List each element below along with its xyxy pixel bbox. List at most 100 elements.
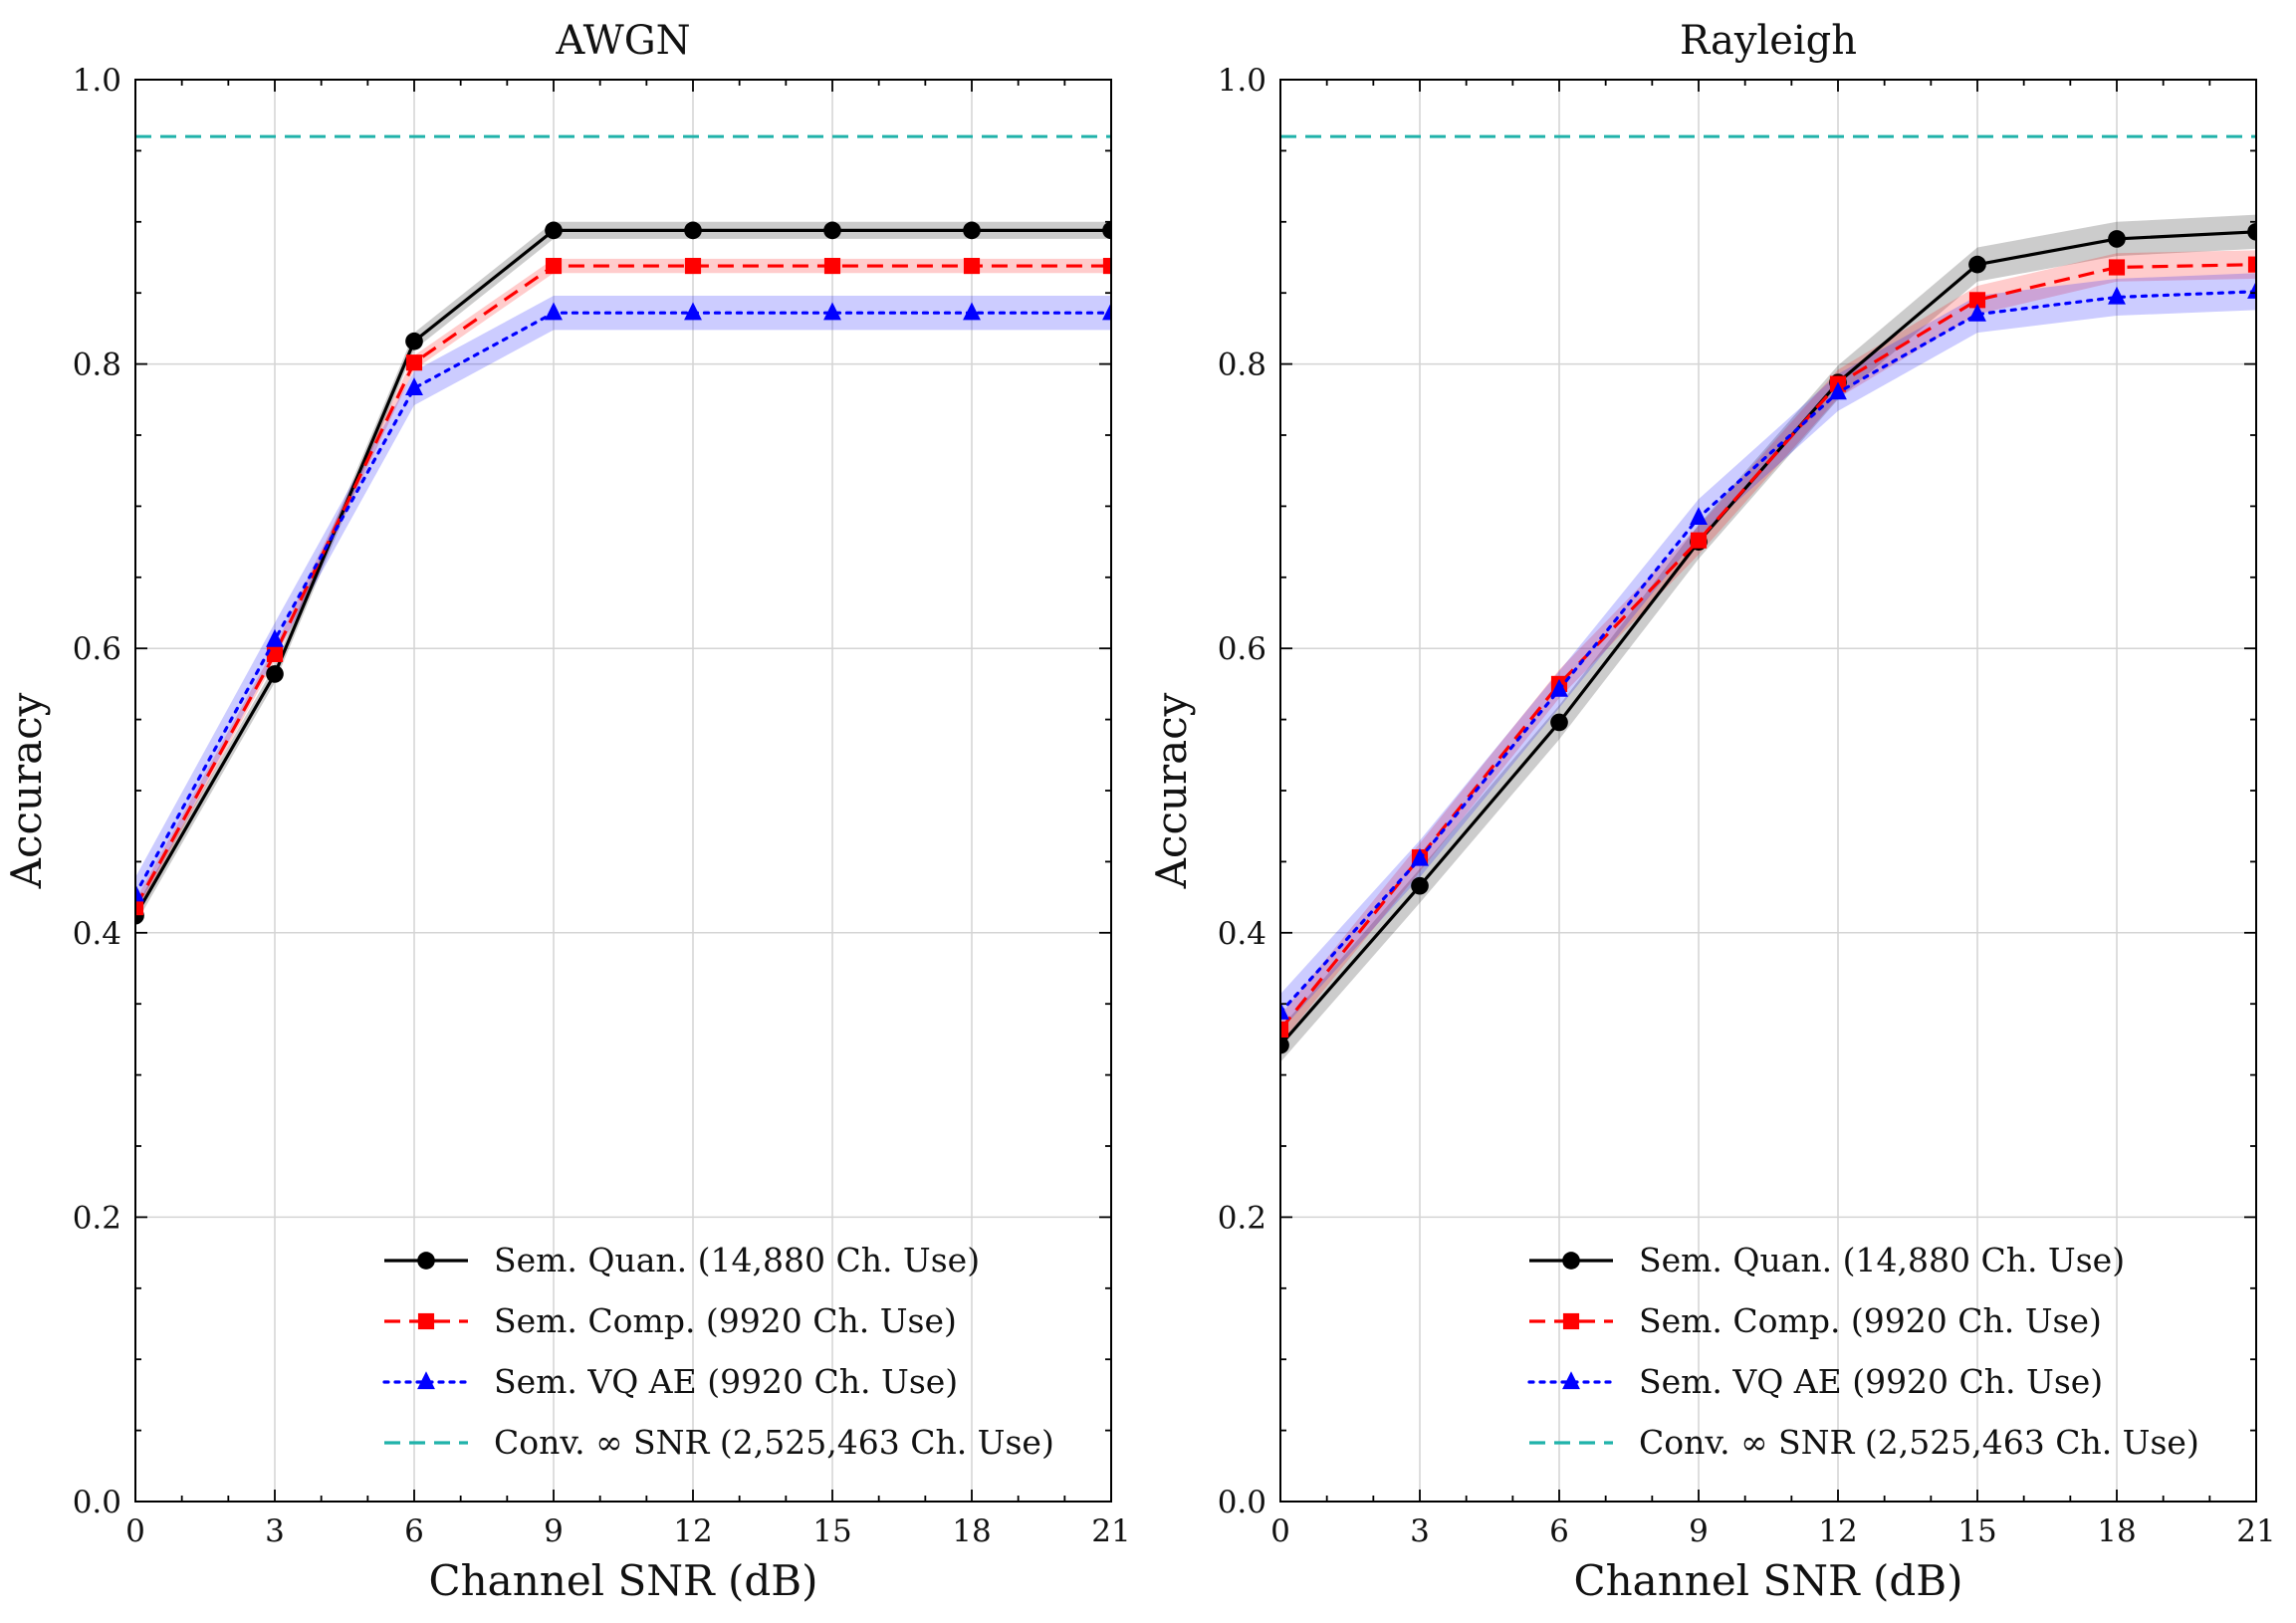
- data-point: [2247, 222, 2256, 241]
- data-point: [684, 257, 702, 275]
- data-point: [1690, 532, 1708, 549]
- data-point: [266, 628, 284, 647]
- x-tick-label: 3: [265, 1513, 285, 1549]
- x-tick-label: 9: [544, 1513, 564, 1549]
- y-axis-label: Accuracy: [2, 692, 51, 889]
- data-point: [963, 221, 981, 240]
- confidence-band: [135, 296, 1111, 912]
- x-tick-label: 6: [1549, 1513, 1569, 1549]
- legend-label: Sem. Comp. (9920 Ch. Use): [1639, 1301, 2102, 1340]
- x-tick-label: 21: [2236, 1513, 2275, 1549]
- data-point: [2108, 286, 2126, 305]
- y-tick-label: 0.8: [1218, 348, 1266, 383]
- data-point: [1968, 303, 1986, 322]
- x-tick-label: 15: [1957, 1513, 1996, 1549]
- y-tick-label: 0.0: [1218, 1485, 1266, 1520]
- legend-marker: [1562, 1252, 1580, 1270]
- legend: Sem. Quan. (14,880 Ch. Use) Sem. Comp. (9…: [1527, 1241, 2199, 1462]
- grid: [135, 80, 1111, 1502]
- data-point: [2108, 230, 2126, 248]
- y-tick-label: 0.6: [73, 631, 121, 667]
- y-tick-label: 1.0: [1218, 63, 1266, 99]
- y-tick-label: 0.4: [73, 916, 121, 952]
- data-point: [266, 665, 284, 683]
- legend-label: Sem. VQ AE (9920 Ch. Use): [1639, 1362, 2103, 1401]
- data-point: [684, 221, 702, 240]
- y-tick-label: 0.0: [73, 1485, 121, 1520]
- confidence-band: [1280, 273, 2256, 1032]
- series-line: [135, 228, 1111, 917]
- data-point: [963, 257, 981, 275]
- x-tick-label: 12: [1818, 1513, 1857, 1549]
- data-point: [1411, 876, 1429, 895]
- chart-title: Rayleigh: [1680, 18, 1857, 64]
- data-point: [405, 354, 423, 371]
- data-point: [823, 257, 841, 275]
- y-tick-label: 0.2: [1218, 1200, 1266, 1236]
- grid: [1280, 80, 2256, 1502]
- legend-label: Sem. VQ AE (9920 Ch. Use): [494, 1362, 958, 1401]
- x-tick-label: 15: [812, 1513, 851, 1549]
- data-point: [684, 302, 702, 321]
- legend-label: Sem. Comp. (9920 Ch. Use): [494, 1301, 957, 1340]
- x-axis-label: Channel SNR (dB): [1574, 1556, 1963, 1605]
- series-line: [135, 264, 1111, 908]
- chart-title: AWGN: [555, 18, 690, 64]
- awgn-panel: AWGN Channel SNR (dB) Accuracy 0 3 6 9 12 15 1…: [2, 18, 1131, 1605]
- data-point: [1411, 847, 1429, 866]
- data-point: [1968, 255, 1986, 274]
- data-point: [1280, 1002, 1289, 1020]
- ticks: [1279, 79, 2257, 1503]
- data-point: [405, 332, 423, 350]
- rayleigh-panel: Rayleigh Channel SNR (dB) Accuracy 0 3 6 9 1…: [1147, 18, 2276, 1605]
- ticks: [134, 79, 1112, 1503]
- data-point: [135, 899, 144, 916]
- data-point: [1280, 1021, 1289, 1038]
- legend-marker: [417, 1252, 435, 1270]
- data-point: [1102, 257, 1111, 275]
- data-point: [1102, 221, 1111, 240]
- data-point: [1102, 302, 1111, 321]
- x-tick-label: 6: [404, 1513, 424, 1549]
- data-point: [1968, 292, 1986, 309]
- plot-frame: [134, 79, 1112, 1503]
- data-point: [135, 883, 144, 902]
- legend-label: Sem. Quan. (14,880 Ch. Use): [1639, 1241, 2125, 1279]
- data-point: [2247, 256, 2256, 273]
- confidence-band: [1280, 250, 2256, 1044]
- x-tick-label: 3: [1410, 1513, 1430, 1549]
- y-tick-label: 1.0: [73, 63, 121, 99]
- legend-label: Sem. Quan. (14,880 Ch. Use): [494, 1241, 980, 1279]
- x-axis-label: Channel SNR (dB): [429, 1556, 818, 1605]
- x-tick-label: 18: [952, 1513, 991, 1549]
- data-point: [823, 221, 841, 240]
- x-tick-label: 18: [2097, 1513, 2136, 1549]
- x-tick-label: 12: [673, 1513, 712, 1549]
- data-point: [1280, 1036, 1289, 1054]
- series-line: [1280, 263, 2256, 1031]
- data-point: [2247, 281, 2256, 299]
- y-axis-label: Accuracy: [1147, 692, 1196, 889]
- data-point: [266, 645, 284, 662]
- data-point: [545, 221, 563, 240]
- x-tick-label: 21: [1091, 1513, 1130, 1549]
- confidence-band: [135, 258, 1111, 915]
- y-tick-label: 0.8: [73, 348, 121, 383]
- x-tick-label: 0: [1270, 1513, 1290, 1549]
- legend-label: Conv. ∞ SNR (2,525,463 Ch. Use): [494, 1423, 1054, 1462]
- legend-marker: [1562, 1371, 1580, 1390]
- data-point: [2108, 259, 2126, 276]
- x-tick-label: 9: [1689, 1513, 1709, 1549]
- data-point: [963, 302, 981, 321]
- data-point: [823, 302, 841, 321]
- data-point: [545, 257, 563, 275]
- legend-marker: [417, 1371, 435, 1390]
- legend-label: Conv. ∞ SNR (2,525,463 Ch. Use): [1639, 1423, 2199, 1462]
- data-point: [1690, 507, 1708, 525]
- series-line: [1280, 230, 2256, 1046]
- data-point: [545, 302, 563, 321]
- confidence-band: [1280, 214, 2256, 1062]
- x-tick-label: 0: [125, 1513, 145, 1549]
- legend-marker: [417, 1312, 435, 1330]
- data-point: [405, 377, 423, 396]
